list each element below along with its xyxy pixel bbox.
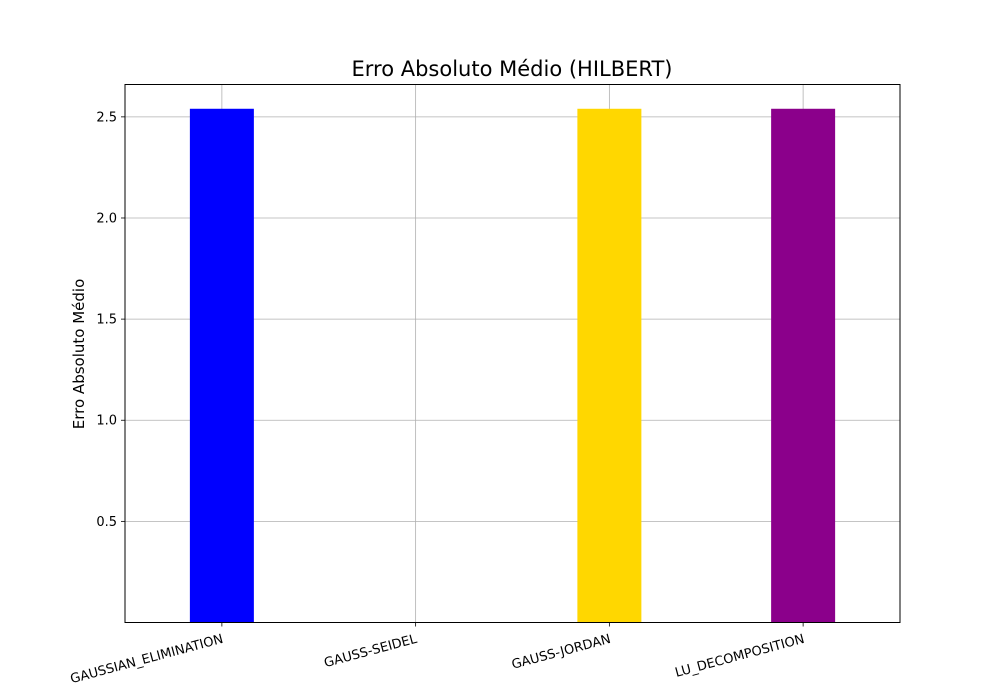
y-tick-label: 1.0: [96, 414, 117, 429]
y-tick-label: 2.0: [96, 211, 117, 226]
plot-area-frame: [124, 84, 901, 623]
y-tick-label: 1.5: [96, 313, 117, 328]
y-tick-label: 2.5: [96, 110, 117, 125]
bar: [577, 108, 642, 623]
chart-title: Erro Absoluto Médio (HILBERT): [352, 57, 673, 81]
bars: [189, 108, 836, 623]
bar: [189, 108, 254, 623]
y-axis-label: Erro Absoluto Médio: [70, 279, 88, 429]
y-axis-ticks: 0.5 1.0 1.5 2.0 2.5: [96, 110, 125, 530]
bar: [771, 108, 836, 623]
y-tick-label: 0.5: [96, 515, 117, 530]
